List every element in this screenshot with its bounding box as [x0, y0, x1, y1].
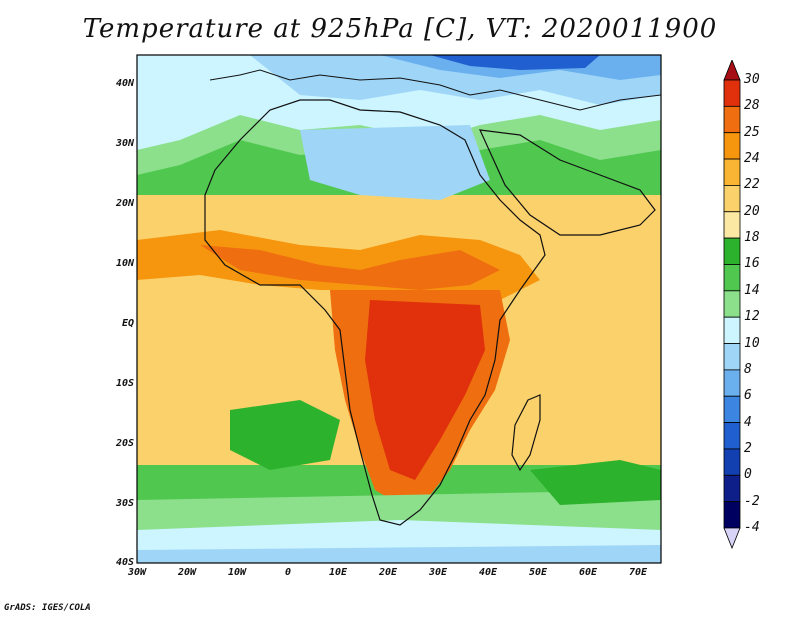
lat-label-40n: 40N [115, 78, 134, 89]
lon-label-30e: 30E [428, 567, 448, 578]
lon-label-20w: 20W [177, 567, 197, 578]
lat-label-10n: 10N [115, 258, 134, 269]
colorbar-bin [723, 158, 741, 186]
field-north-deepblue [430, 55, 600, 70]
colorbar-label: 0 [744, 467, 752, 483]
colorbar-label: 12 [744, 309, 760, 325]
colorbar-label: 20 [744, 203, 760, 219]
lat-label-30n: 30N [115, 138, 134, 149]
lon-label-60e: 60E [578, 567, 598, 578]
colorbar-top-arrow [723, 60, 741, 81]
colorbar-label: 22 [744, 177, 760, 193]
colorbar-label: 30 [744, 72, 760, 87]
field-atlantic-green [230, 400, 340, 470]
field-indian-green [530, 460, 661, 505]
africa-outline [204, 99, 546, 526]
colorbar [723, 60, 741, 550]
map-title: Temperature at 925hPa [C], VT: 202001190… [82, 14, 718, 44]
field-sahel-hot [200, 245, 500, 290]
europe-coast [209, 69, 661, 111]
colorbar-bin [723, 185, 741, 213]
colorbar-bin [723, 79, 741, 107]
field-south-coldest [137, 545, 661, 563]
plot-frame [136, 54, 662, 564]
colorbar-bin [723, 422, 741, 450]
colorbar-label: 6 [744, 388, 752, 404]
colorbar-bin [723, 237, 741, 265]
colorbar-label: 8 [744, 361, 752, 377]
colorbar-label: -2 [744, 493, 760, 509]
lat-label-40s: 40S [115, 557, 134, 568]
colorbar-label: 16 [744, 256, 760, 272]
lat-label-20n: 20N [115, 198, 134, 209]
lon-label-70e: 70E [628, 567, 648, 578]
colorbar-bin [723, 211, 741, 239]
colorbar-bin [723, 343, 741, 371]
lon-label-30w: 30W [127, 567, 147, 578]
colorbar-bin [723, 290, 741, 318]
lat-label-10s: 10S [115, 378, 134, 389]
lon-label-50e: 50E [528, 567, 548, 578]
colorbar-bottom-arrow [723, 527, 741, 550]
lon-label-10e: 10E [328, 567, 348, 578]
colorbar-label: 28 [744, 98, 760, 114]
field-sahara-cool [300, 125, 490, 200]
colorbar-bin [723, 395, 741, 423]
colorbar-label: 2 [744, 440, 752, 456]
colorbar-label: 25 [744, 124, 760, 140]
colorbar-label: 10 [744, 335, 760, 351]
lat-label-20s: 20S [115, 438, 134, 449]
colorbar-label: 14 [744, 282, 760, 298]
colorbar-bin [723, 105, 741, 134]
lat-label-eq: EQ [121, 318, 134, 329]
lon-label-10w: 10W [227, 567, 247, 578]
colorbar-bin [723, 474, 741, 503]
colorbar-bin [723, 264, 741, 292]
colorbar-label: 18 [744, 230, 760, 246]
lon-label-40e: 40E [478, 567, 498, 578]
lon-label-20e: 20E [378, 567, 398, 578]
credit-text: GrADS: IGES/COLA [4, 603, 91, 613]
colorbar-label: -4 [744, 520, 760, 535]
lat-label-30s: 30S [115, 498, 134, 509]
colorbar-bin [723, 369, 741, 397]
colorbar-bin [723, 501, 741, 529]
colorbar-label: 4 [744, 414, 752, 430]
field-central-hot [365, 300, 485, 480]
colorbar-bin [723, 316, 741, 344]
madagascar-outline [511, 394, 541, 472]
colorbar-label: 24 [744, 151, 760, 167]
colorbar-bin [723, 448, 741, 476]
lon-label-0: 0 [284, 567, 292, 578]
colorbar-bin [723, 132, 741, 160]
arabia-outline [479, 129, 656, 236]
